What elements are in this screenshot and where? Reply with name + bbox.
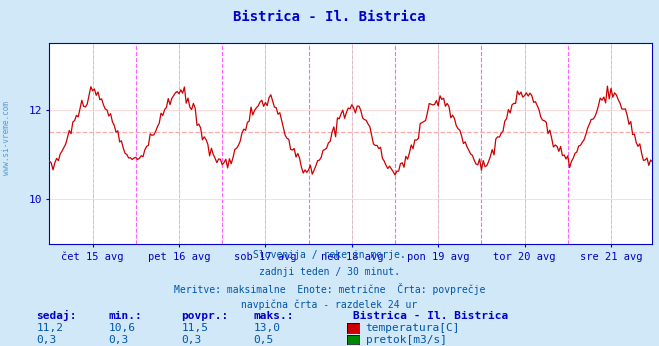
Text: 0,3: 0,3 xyxy=(109,335,129,345)
Text: Meritve: maksimalne  Enote: metrične  Črta: povprečje: Meritve: maksimalne Enote: metrične Črta… xyxy=(174,283,485,294)
Text: maks.:: maks.: xyxy=(254,311,294,320)
Text: min.:: min.: xyxy=(109,311,142,320)
Text: 0,5: 0,5 xyxy=(254,335,274,345)
Text: www.si-vreme.com: www.si-vreme.com xyxy=(2,101,11,175)
Text: 0,3: 0,3 xyxy=(36,335,57,345)
Text: 0,3: 0,3 xyxy=(181,335,202,345)
Text: povpr.:: povpr.: xyxy=(181,311,229,320)
Text: temperatura[C]: temperatura[C] xyxy=(366,323,460,333)
Text: pretok[m3/s]: pretok[m3/s] xyxy=(366,335,447,345)
Text: 11,2: 11,2 xyxy=(36,323,63,333)
Text: Bistrica - Il. Bistrica: Bistrica - Il. Bistrica xyxy=(353,311,508,320)
Text: Bistrica - Il. Bistrica: Bistrica - Il. Bistrica xyxy=(233,10,426,24)
Text: 13,0: 13,0 xyxy=(254,323,281,333)
Text: zadnji teden / 30 minut.: zadnji teden / 30 minut. xyxy=(259,267,400,277)
Text: sedaj:: sedaj: xyxy=(36,310,76,321)
Text: 11,5: 11,5 xyxy=(181,323,208,333)
Text: navpična črta - razdelek 24 ur: navpična črta - razdelek 24 ur xyxy=(241,300,418,310)
Text: Slovenija / reke in morje.: Slovenija / reke in morje. xyxy=(253,251,406,260)
Text: 10,6: 10,6 xyxy=(109,323,136,333)
